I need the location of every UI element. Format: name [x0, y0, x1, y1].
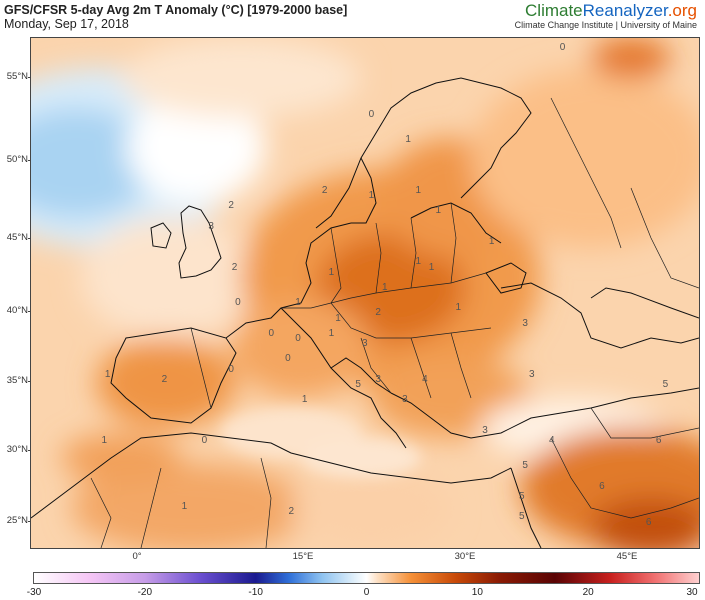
map-date: Monday, Sep 17, 2018 — [4, 17, 129, 31]
lat-label-40: 40°N — [2, 305, 32, 316]
lat-label-50: 50°N — [2, 154, 32, 165]
lon-label-45e: 45°E — [616, 551, 638, 562]
brand-name: ClimateReanalyzer.org — [515, 1, 697, 21]
contour-label: 5 — [662, 378, 669, 390]
contour-label: 2 — [231, 261, 238, 273]
contour-label: 6 — [599, 480, 605, 492]
contour-label: 0 — [228, 363, 234, 375]
colorbar — [33, 572, 700, 584]
anomaly-field — [31, 38, 699, 548]
lat-label-45: 45°N — [2, 232, 32, 243]
contour-label: 1 — [435, 205, 442, 217]
lon-label-30e: 30°E — [454, 551, 476, 562]
lon-label-0: 0° — [132, 551, 142, 562]
contour-label: 5 — [355, 378, 361, 390]
brand-name-part3: .org — [667, 1, 697, 20]
contour-label: 6 — [655, 434, 662, 446]
contour-label: 2 — [321, 185, 328, 196]
contour-label: 1 — [104, 368, 111, 380]
lat-label-25: 25°N — [2, 515, 32, 526]
contour-label: 1 — [405, 134, 411, 145]
contour-label: 2 — [228, 200, 234, 212]
brand-name-part2: Reanalyzer — [582, 1, 668, 20]
contour-label: 1 — [488, 236, 495, 247]
contour-label: 1 — [101, 434, 108, 446]
contour-label: 0 — [295, 332, 301, 344]
contour-label: 3 — [529, 368, 535, 380]
contour-label: 5 — [522, 460, 528, 472]
contour-label: 1 — [415, 185, 421, 196]
contour-label: 6 — [645, 516, 652, 528]
contour-label: 1 — [455, 302, 462, 314]
coastlines — [31, 77, 699, 548]
lat-label-30: 30°N — [2, 444, 32, 455]
contour-label: 0 — [235, 297, 241, 309]
colorbar-tick: 0 — [363, 587, 370, 598]
contour-label: 3 — [522, 317, 528, 329]
colorbar-tick: -30 — [26, 587, 42, 598]
country-borders — [90, 97, 699, 548]
brand-logo[interactable]: ClimateReanalyzer.org Climate Change Ins… — [515, 1, 697, 30]
contour-label: 1 — [382, 281, 388, 293]
colorbar-gradient — [34, 573, 699, 583]
contour-label: 1 — [181, 501, 188, 513]
contour-label: 1 — [415, 256, 421, 268]
contour-label: 4 — [549, 434, 555, 446]
colorbar-tick: 10 — [471, 587, 483, 598]
contour-label: 1 — [295, 297, 301, 309]
contour-label: 2 — [288, 506, 295, 518]
brand-name-part1: Climate — [525, 1, 583, 20]
contour-label: 1 — [428, 261, 435, 273]
contour-label: 3 — [375, 373, 381, 385]
anomaly-map-canvas — [31, 38, 699, 548]
contour-label: 0 — [285, 353, 291, 365]
lat-label-55: 55°N — [2, 71, 32, 82]
contour-label: 1 — [328, 327, 335, 339]
contour-label: 5 — [518, 511, 525, 523]
contour-label: 2 — [161, 373, 168, 385]
contour-label: 0 — [368, 108, 375, 120]
sea-shading — [221, 408, 421, 478]
colorbar-tick: 20 — [582, 587, 594, 598]
map-title: GFS/CFSR 5-day Avg 2m T Anomaly (°C) [19… — [4, 3, 348, 17]
contour-label: 3 — [402, 394, 408, 406]
contour-label: 1 — [368, 190, 375, 202]
contour-label: 2 — [375, 307, 381, 319]
contour-label: 4 — [422, 373, 428, 385]
contour-label: 3 — [362, 338, 368, 349]
contour-label: 3 — [208, 220, 214, 232]
contour-label: 0 — [268, 327, 275, 339]
colorbar-tick: -10 — [248, 587, 263, 598]
contour-label: 3 — [482, 424, 488, 436]
lat-label-35: 35°N — [2, 375, 32, 386]
contour-label: 0 — [559, 42, 566, 54]
contour-label: 0 — [201, 434, 208, 446]
contour-label: 1 — [301, 394, 308, 406]
contour-label: 1 — [335, 312, 341, 324]
lon-label-15e: 15°E — [292, 551, 314, 562]
colorbar-tick: -20 — [137, 587, 153, 598]
brand-tagline: Climate Change Institute | University of… — [514, 20, 697, 30]
colorbar-tick: 30 — [686, 587, 698, 598]
contour-label: 1 — [328, 266, 335, 278]
contour-label: 5 — [518, 491, 525, 502]
